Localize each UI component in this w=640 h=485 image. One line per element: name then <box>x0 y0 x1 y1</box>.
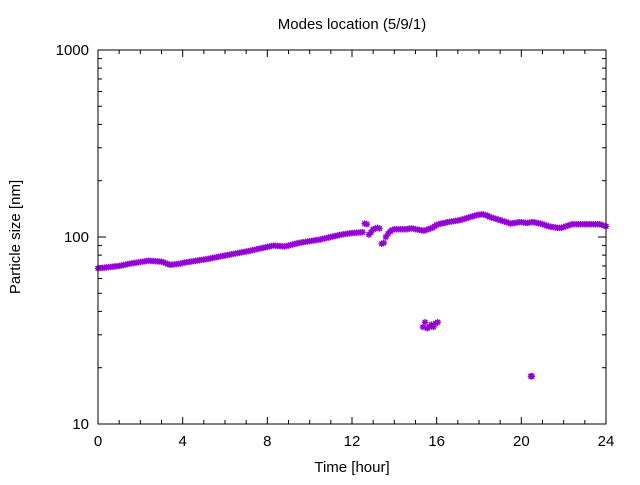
axes: 0 4 8 12 16 20 24 10 100 1000 <box>56 42 615 450</box>
x-tick-label: 4 <box>178 433 186 450</box>
y-tick-label: 100 <box>64 229 89 246</box>
y-tick-label: 1000 <box>56 42 89 59</box>
x-tick-label: 16 <box>428 433 445 450</box>
x-tick-label: 24 <box>598 433 615 450</box>
data-points <box>94 211 610 380</box>
chart-title: Modes location (5/9/1) <box>278 16 426 33</box>
x-tick-label: 8 <box>263 433 271 450</box>
x-tick-label: 0 <box>94 433 102 450</box>
plot-frame <box>97 49 607 425</box>
data-point <box>528 373 536 380</box>
x-tick-label: 12 <box>344 433 361 450</box>
y-tick-label: 10 <box>72 416 89 433</box>
data-point <box>363 221 371 228</box>
data-point <box>376 225 383 232</box>
data-point <box>421 319 429 326</box>
x-axis-label: Time [hour] <box>314 459 389 476</box>
x-tick-label: 20 <box>513 433 530 450</box>
data-point <box>434 319 441 326</box>
data-point <box>359 229 366 236</box>
y-axis-label: Particle size [nm] <box>7 180 24 294</box>
data-point <box>380 239 387 247</box>
